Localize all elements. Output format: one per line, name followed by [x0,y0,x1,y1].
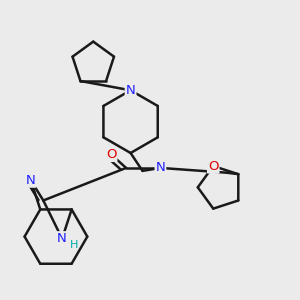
Text: O: O [106,148,116,161]
Text: N: N [57,232,67,245]
Text: N: N [126,84,136,97]
Text: N: N [26,174,36,187]
Text: N: N [156,161,165,174]
Text: H: H [70,240,78,250]
Text: O: O [208,160,218,172]
